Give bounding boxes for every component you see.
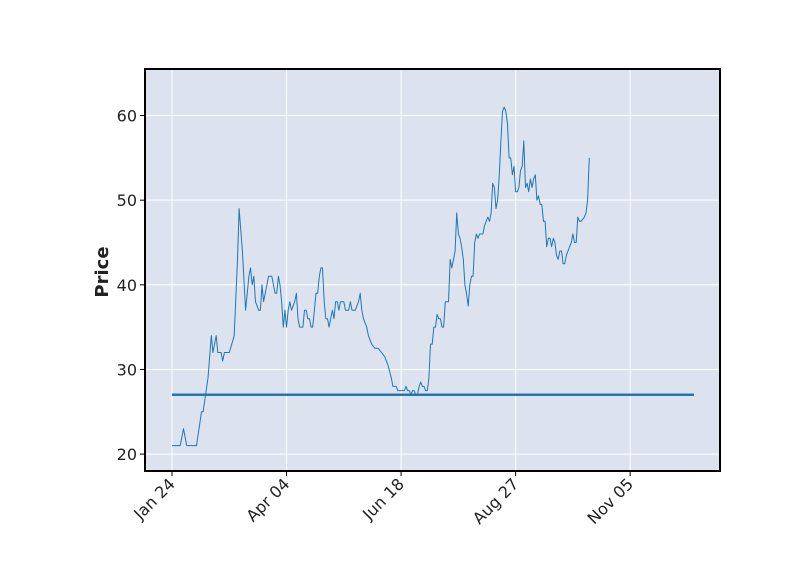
- y-tick-label: 20: [117, 445, 137, 464]
- y-tick-label: 30: [117, 360, 137, 379]
- y-tick-label: 40: [117, 276, 137, 295]
- x-tick-label: Aug 27: [469, 474, 523, 528]
- x-tick-label: Apr 04: [242, 474, 293, 525]
- plot-frame: [144, 68, 721, 472]
- series-layer: [172, 106, 694, 447]
- x-tick-label: Nov 05: [584, 474, 638, 528]
- price-line: [172, 106, 590, 447]
- x-tick-label: Jan 24: [129, 474, 179, 524]
- y-axis-title: Price: [92, 246, 113, 297]
- x-tick-label: Jun 18: [358, 474, 408, 524]
- plot-area: [145, 69, 720, 471]
- gridlines: [145, 69, 720, 471]
- y-tick-label: 50: [117, 191, 137, 210]
- y-tick-label: 60: [117, 107, 137, 126]
